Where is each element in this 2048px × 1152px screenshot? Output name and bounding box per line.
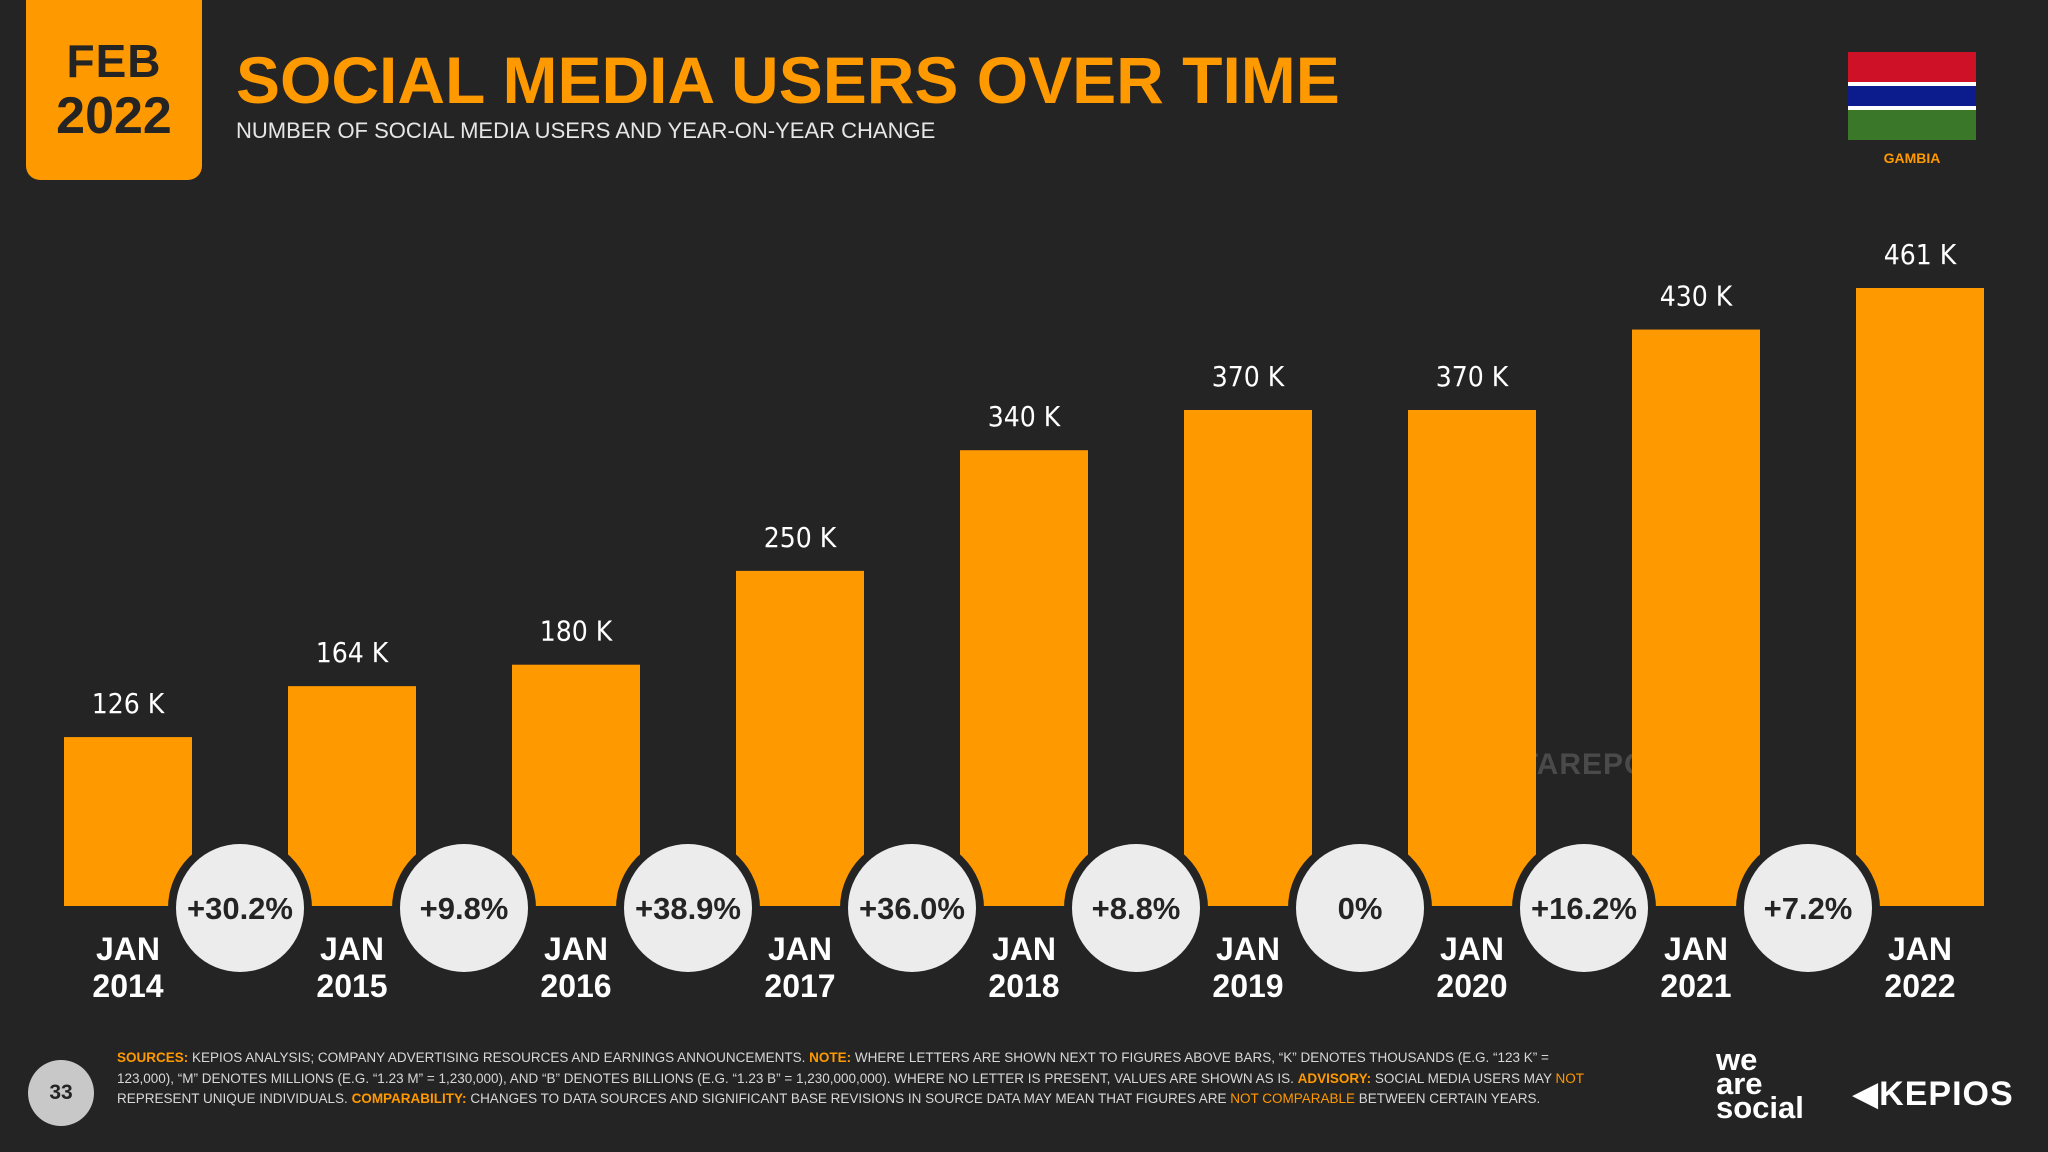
advisory-text-2: REPRESENT UNIQUE INDIVIDUALS.: [117, 1091, 352, 1106]
country-label: GAMBIA: [1883, 150, 1941, 166]
note-text: WHERE LETTERS ARE SHOWN NEXT TO FIGURES …: [117, 1050, 1549, 1086]
footer-notes: SOURCES: KEPIOS ANALYSIS; COMPANY ADVERT…: [117, 1048, 1597, 1110]
yoy-change-label-6: +16.2%: [1531, 891, 1637, 926]
advisory-not: NOT: [1555, 1070, 1584, 1086]
yoy-circle-0: [176, 844, 304, 972]
comparability-end-highlight: COMPARABLE: [1258, 1091, 1356, 1106]
bar-3: [736, 570, 864, 906]
flag-red-stripe: [1848, 52, 1976, 82]
x-tick-label-8-line-1: JAN: [1888, 931, 1952, 967]
bar-8: [1856, 288, 1984, 906]
kepios-text: KEPIOS: [1879, 1075, 2014, 1113]
comparability-text: CHANGES TO DATA SOURCES AND SIGNIFICANT …: [466, 1091, 1231, 1106]
x-tick-label-7-line-1: JAN: [1664, 931, 1728, 967]
yoy-circle-3: [848, 844, 976, 972]
x-tick-label-3-line-1: JAN: [768, 931, 832, 967]
x-tick-label-6-line-1: JAN: [1440, 931, 1504, 967]
yoy-change-label-4: +8.8%: [1092, 891, 1181, 926]
was-line-1: we: [1716, 1042, 1758, 1077]
x-tick-label-4-line-1: JAN: [992, 931, 1056, 967]
comparability-not: NOT: [1230, 1091, 1259, 1106]
was-line-2: are: [1716, 1066, 1763, 1101]
sources-text: KEPIOS ANALYSIS; COMPANY ADVERTISING RES…: [188, 1050, 810, 1065]
kepios-logo: ◀KEPIOS: [1852, 1074, 2014, 1114]
yoy-change-label-7: +7.2%: [1764, 891, 1853, 926]
yoy-change-label-5: 0%: [1338, 891, 1383, 926]
flag-green-stripe: [1848, 110, 1976, 140]
advisory-label: ADVISORY:: [1297, 1070, 1372, 1086]
yoy-circle-1: [400, 844, 528, 972]
yoy-change-label-0: +30.2%: [187, 891, 293, 926]
bar-5: [1184, 409, 1312, 906]
page-number: 33: [28, 1060, 94, 1126]
bar-value-label-2: 180 K: [540, 615, 614, 648]
yoy-circle-7: [1744, 844, 1872, 972]
we-are-social-logo: we are social: [1716, 1042, 1804, 1125]
bar-value-label-5: 370 K: [1212, 360, 1286, 393]
kepios-icon: ◀: [1852, 1075, 1880, 1113]
date-badge: FEB 2022: [26, 0, 202, 180]
bar-2: [512, 664, 640, 906]
bar-value-label-1: 164 K: [316, 636, 390, 669]
yoy-change-label-1: +9.8%: [420, 891, 509, 926]
bar-4: [960, 450, 1088, 906]
yoy-circle-5: [1296, 844, 1424, 972]
bar-value-label-8: 461 K: [1884, 238, 1958, 271]
x-tick-label-0-line-1: JAN: [96, 931, 160, 967]
yoy-circle-4: [1072, 844, 1200, 972]
bar-7: [1632, 329, 1760, 906]
bar-value-label-6: 370 K: [1436, 360, 1510, 393]
x-tick-label-4-line-2: 2018: [988, 968, 1059, 1004]
bar-value-label-7: 430 K: [1660, 280, 1734, 313]
x-tick-label-7-line-2: 2021: [1660, 968, 1731, 1004]
x-tick-label-2-line-1: JAN: [544, 931, 608, 967]
x-tick-label-1-line-1: JAN: [320, 931, 384, 967]
yoy-circle-6: [1520, 844, 1648, 972]
bar-value-label-4: 340 K: [988, 400, 1062, 433]
x-tick-label-0-line-2: 2014: [92, 968, 163, 1004]
bar-value-label-0: 126 K: [92, 687, 166, 720]
x-tick-label-6-line-2: 2020: [1436, 968, 1507, 1004]
bar-1: [288, 686, 416, 906]
yoy-change-label-3: +36.0%: [859, 891, 965, 926]
bar-value-label-3: 250 K: [764, 521, 838, 554]
x-tick-label-5-line-2: 2019: [1212, 968, 1283, 1004]
flag-blue-stripe: [1848, 86, 1976, 106]
advisory-text-1: SOCIAL MEDIA USERS MAY: [1371, 1070, 1556, 1086]
badge-month: FEB: [66, 35, 162, 87]
bar-0: [64, 737, 192, 906]
comparability-end: BETWEEN CERTAIN YEARS.: [1355, 1091, 1541, 1106]
x-tick-label-2-line-2: 2016: [540, 968, 611, 1004]
comparability-label: COMPARABILITY:: [351, 1091, 467, 1106]
yoy-change-label-2: +38.9%: [635, 891, 741, 926]
page-title: SOCIAL MEDIA USERS OVER TIME: [236, 43, 1340, 117]
flag-white-stripe-bottom: [1848, 106, 1976, 110]
yoy-circle-2: [624, 844, 752, 972]
x-tick-label-5-line-1: JAN: [1216, 931, 1280, 967]
flag-white-stripe-top: [1848, 82, 1976, 86]
x-tick-label-1-line-2: 2015: [316, 968, 387, 1004]
was-line-3: social: [1716, 1090, 1804, 1125]
note-label: NOTE:: [809, 1050, 852, 1065]
x-tick-label-3-line-2: 2017: [764, 968, 835, 1004]
badge-year: 2022: [56, 87, 172, 145]
x-tick-label-8-line-2: 2022: [1884, 968, 1955, 1004]
sources-label: SOURCES:: [117, 1050, 189, 1065]
page-subtitle: NUMBER OF SOCIAL MEDIA USERS AND YEAR-ON…: [236, 118, 936, 143]
bar-6: [1408, 409, 1536, 906]
gambia-flag-icon: [1848, 52, 1976, 140]
